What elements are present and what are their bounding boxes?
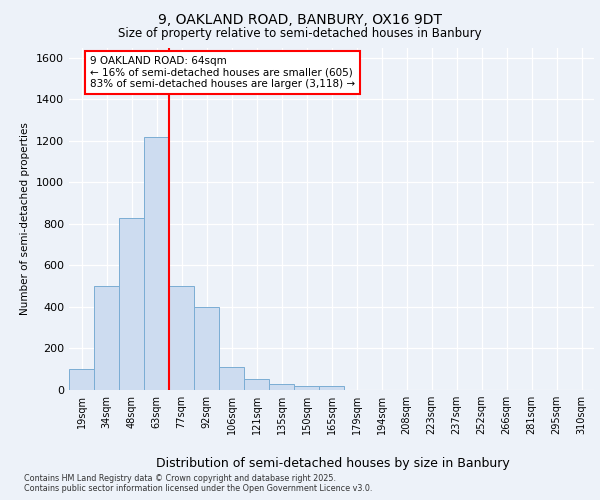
Bar	[319, 386, 344, 390]
Bar	[269, 384, 294, 390]
Bar	[294, 386, 319, 390]
Bar	[194, 307, 219, 390]
Text: Distribution of semi-detached houses by size in Banbury: Distribution of semi-detached houses by …	[156, 458, 510, 470]
Bar	[144, 137, 169, 390]
Text: Size of property relative to semi-detached houses in Banbury: Size of property relative to semi-detach…	[118, 28, 482, 40]
Bar	[169, 286, 194, 390]
Bar	[219, 367, 244, 390]
Text: 9, OAKLAND ROAD, BANBURY, OX16 9DT: 9, OAKLAND ROAD, BANBURY, OX16 9DT	[158, 12, 442, 26]
Bar	[244, 378, 269, 390]
Text: Contains HM Land Registry data © Crown copyright and database right 2025.: Contains HM Land Registry data © Crown c…	[24, 474, 336, 483]
Bar	[69, 369, 94, 390]
Bar	[94, 286, 119, 390]
Bar	[119, 218, 144, 390]
Y-axis label: Number of semi-detached properties: Number of semi-detached properties	[20, 122, 31, 315]
Text: 9 OAKLAND ROAD: 64sqm
← 16% of semi-detached houses are smaller (605)
83% of sem: 9 OAKLAND ROAD: 64sqm ← 16% of semi-deta…	[90, 56, 355, 90]
Text: Contains public sector information licensed under the Open Government Licence v3: Contains public sector information licen…	[24, 484, 373, 493]
